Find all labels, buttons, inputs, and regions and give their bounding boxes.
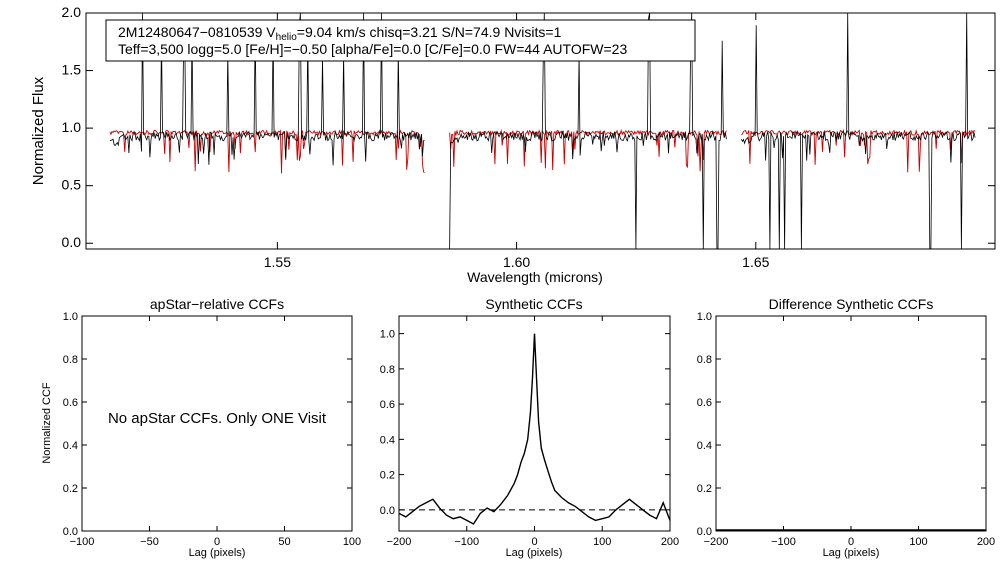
- difference-ccf-y-tick-label: 0.4: [697, 440, 712, 452]
- spectrum-x-label: Wavelength (microns): [467, 269, 603, 285]
- difference-ccf-y-tick-label: 0.2: [697, 483, 712, 495]
- difference-ccf-y-tick-label: 0.0: [697, 526, 712, 538]
- info-helio-subscript: helio: [276, 32, 298, 43]
- apstar-ccf-x-tick-label: 50: [278, 536, 290, 548]
- difference-ccf-frame: [715, 315, 987, 532]
- apstar-ccf-x-label: Lag (pixels): [189, 547, 246, 559]
- difference-ccf-y-tick-label: 0.6: [697, 397, 712, 409]
- synthetic-ccf-y-tick-label: 0.2: [380, 470, 395, 482]
- difference-ccf-x-tick-label: −100: [771, 536, 796, 548]
- spectrum-ticks: 1.55 1.60 1.65 0.0 0.5 1.0 1.5 2.0: [62, 4, 995, 270]
- apstar-ccf-x-tick-label: 100: [343, 536, 361, 548]
- difference-ccf-x-tick-label: 0: [848, 536, 854, 548]
- difference-ccf-x-label: Lag (pixels): [823, 547, 880, 559]
- difference-ccf-x-tick-label: 200: [977, 536, 995, 548]
- difference-ccf-y-tick-label: 1.0: [697, 311, 712, 323]
- synthetic-ccf-panel: −200 −100 0 100 200 0.0 0.2 0.4 0.6 0.8 1.0 Synthe…: [380, 296, 679, 559]
- synthetic-ccf-x-label: Lag (pixels): [506, 547, 563, 559]
- spectrum-y-tick-label: 0.5: [62, 177, 82, 193]
- info-stats: =9.04 km/s chisq=3.21 S/N=74.9 Nvisits=1: [297, 24, 562, 40]
- spectrum-observed-series: [109, 12, 425, 166]
- spectrum-model-series: [109, 129, 425, 174]
- synthetic-ccf-x-tick-label: −100: [454, 536, 479, 548]
- info-box-frame: [105, 19, 696, 62]
- spectrum-observed-series: [449, 12, 727, 250]
- apstar-ccf-annotation: No apStar CCFs. Only ONE Visit: [108, 410, 327, 427]
- apstar-ccf-x-tick-label: −50: [140, 536, 159, 548]
- synthetic-ccf-x-tick-label: −200: [387, 536, 412, 548]
- spectrum-x-tick-label: 1.65: [742, 254, 769, 270]
- spectrum-observed-series: [741, 12, 976, 250]
- synthetic-ccf-y-tick-label: 1.0: [380, 329, 395, 341]
- synthetic-ccf-series: [398, 333, 671, 525]
- synthetic-ccf-y-tick-label: 0.8: [380, 364, 395, 376]
- apstar-ccf-y-label: Normalized CCF: [41, 382, 53, 464]
- synthetic-ccf-x-tick-label: 100: [593, 536, 611, 548]
- synthetic-ccf-ticks: −200 −100 0 100 200 0.0 0.2 0.4 0.6 0.8 1.0: [380, 316, 679, 548]
- apstar-ccf-ticks: −100 −50 0 50 100 0.0 0.2 0.4 0.6 0.8 1.0: [63, 311, 361, 548]
- synthetic-ccf-plot-area: [398, 333, 671, 525]
- spectrum-y-label: Normalized Flux: [30, 76, 47, 185]
- difference-ccf-y-tick-label: 0.8: [697, 354, 712, 366]
- apstar-ccf-x-tick-label: −100: [70, 536, 95, 548]
- apstar-ccf-y-tick-label: 0.6: [63, 397, 78, 409]
- apstar-ccf-y-tick-label: 1.0: [63, 311, 78, 323]
- difference-ccf-x-tick-label: −200: [704, 536, 729, 548]
- synthetic-ccf-y-tick-label: 0.0: [380, 505, 395, 517]
- info-line-2: Teff=3,500 logg=5.0 [Fe/H]=−0.50 [alpha/…: [118, 41, 627, 57]
- difference-ccf-panel: −200 −100 0 100 200 0.0 0.2 0.4 0.6 0.8 1.0 Differ…: [697, 296, 995, 559]
- spectrum-y-tick-label: 2.0: [62, 4, 82, 20]
- synthetic-ccf-x-tick-label: 200: [661, 536, 679, 548]
- synthetic-ccf-x-tick-label: 0: [531, 536, 537, 548]
- apstar-ccf-y-tick-label: 0.8: [63, 354, 78, 366]
- apstar-ccf-y-tick-label: 0.4: [63, 440, 78, 452]
- spectrum-y-tick-label: 1.5: [62, 62, 82, 78]
- spectrum-x-tick-label: 1.60: [503, 254, 530, 270]
- difference-ccf-title: Difference Synthetic CCFs: [769, 296, 934, 312]
- spectrum-frame: [85, 12, 996, 250]
- difference-ccf-x-tick-label: 100: [909, 536, 927, 548]
- synthetic-ccf-title: Synthetic CCFs: [485, 296, 582, 312]
- apstar-ccf-panel: −100 −50 0 50 100 0.0 0.2 0.4 0.6 0.8 1.0 apStar−r…: [41, 296, 361, 559]
- info-line-1: 2M12480647−0810539 Vhelio=9.04 km/s chis…: [118, 24, 562, 43]
- spectrum-y-tick-label: 0.0: [62, 234, 82, 250]
- info-box: 2M12480647−0810539 Vhelio=9.04 km/s chis…: [105, 19, 696, 62]
- synthetic-ccf-y-tick-label: 0.6: [380, 399, 395, 411]
- spectrum-panel: 1.55 1.60 1.65 0.0 0.5 1.0 1.5 2.0 Wavelength (…: [30, 4, 996, 285]
- spectrum-x-tick-label: 1.55: [264, 254, 291, 270]
- apstar-ccf-y-tick-label: 0.0: [63, 526, 78, 538]
- synthetic-ccf-y-tick-label: 0.4: [380, 434, 395, 446]
- spectrum-plot-area: [109, 12, 976, 250]
- apstar-ccf-x-tick-label: 0: [214, 536, 220, 548]
- info-star-id: 2M12480647−0810539 V: [118, 24, 276, 40]
- difference-ccf-ticks: −200 −100 0 100 200 0.0 0.2 0.4 0.6 0.8 1.0: [697, 311, 995, 548]
- spectrum-model-series: [449, 128, 727, 172]
- apstar-ccf-y-tick-label: 0.2: [63, 483, 78, 495]
- apstar-ccf-title: apStar−relative CCFs: [150, 296, 284, 312]
- spectrum-y-tick-label: 1.0: [62, 119, 82, 135]
